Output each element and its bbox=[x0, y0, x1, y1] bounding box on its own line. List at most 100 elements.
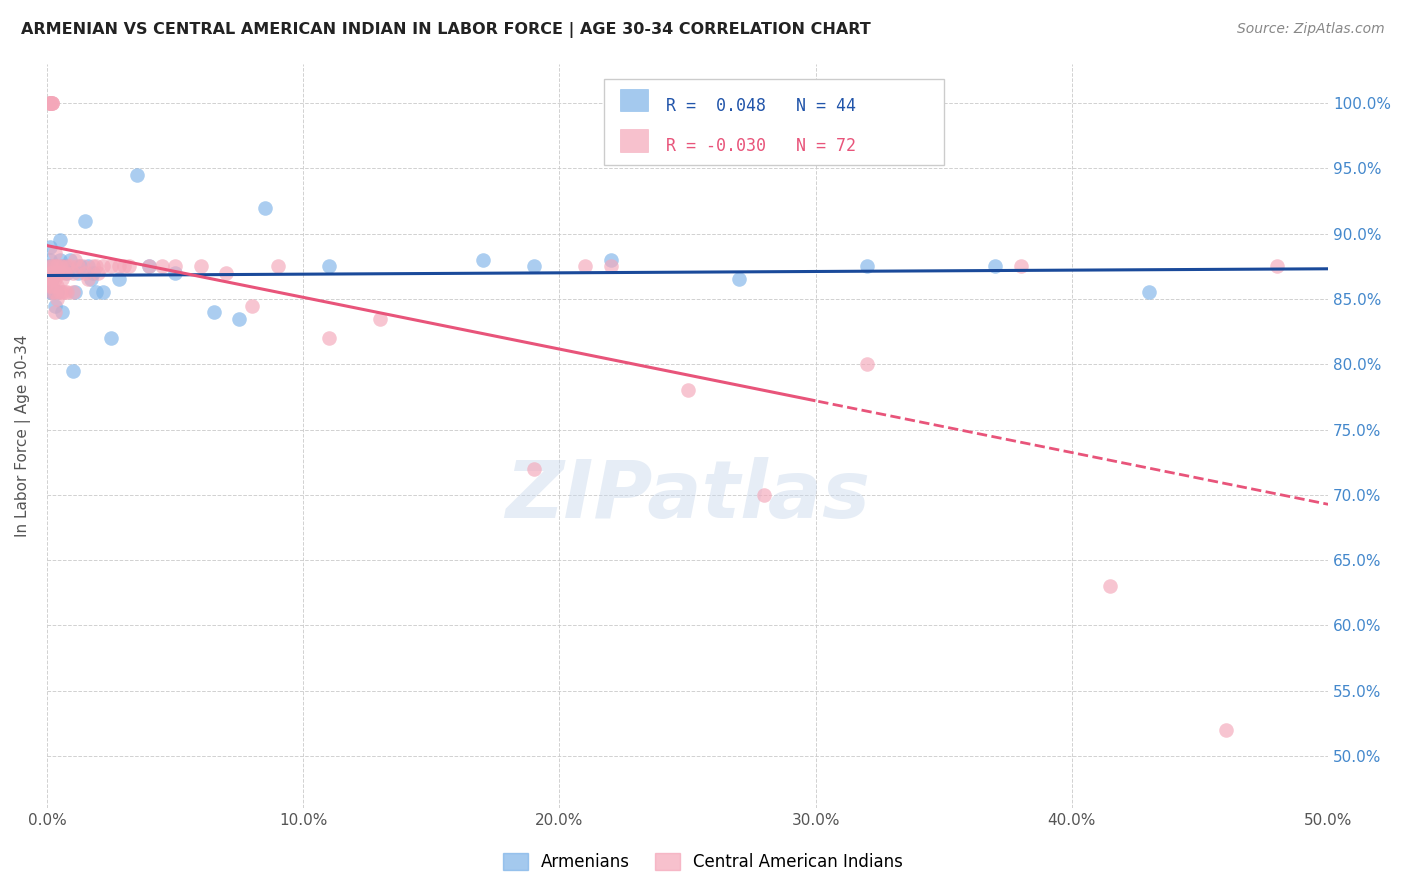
Text: ARMENIAN VS CENTRAL AMERICAN INDIAN IN LABOR FORCE | AGE 30-34 CORRELATION CHART: ARMENIAN VS CENTRAL AMERICAN INDIAN IN L… bbox=[21, 22, 870, 38]
Point bbox=[46, 266, 69, 280]
Point bbox=[318, 260, 340, 274]
Point bbox=[523, 461, 546, 475]
Point bbox=[38, 260, 60, 274]
Point bbox=[84, 260, 107, 274]
Point bbox=[118, 260, 141, 274]
Point bbox=[82, 260, 104, 274]
Point bbox=[51, 272, 73, 286]
Point bbox=[38, 272, 60, 286]
Point bbox=[41, 279, 63, 293]
Point bbox=[38, 266, 60, 280]
Point bbox=[41, 96, 63, 111]
Point bbox=[66, 260, 89, 274]
Point bbox=[1137, 285, 1160, 300]
Point bbox=[44, 266, 66, 280]
Point bbox=[72, 260, 94, 274]
Point bbox=[53, 266, 76, 280]
Point bbox=[49, 260, 72, 274]
Point bbox=[41, 266, 63, 280]
Point bbox=[44, 272, 66, 286]
Point bbox=[93, 260, 115, 274]
Point bbox=[856, 260, 879, 274]
Point bbox=[51, 260, 73, 274]
Point bbox=[53, 260, 76, 274]
Point bbox=[112, 260, 135, 274]
FancyBboxPatch shape bbox=[605, 78, 943, 164]
Point bbox=[1215, 723, 1237, 737]
Point bbox=[87, 266, 110, 280]
Point bbox=[202, 305, 225, 319]
Text: R = -0.030   N = 72: R = -0.030 N = 72 bbox=[666, 136, 856, 154]
Point bbox=[38, 285, 60, 300]
Point bbox=[1099, 579, 1122, 593]
Point bbox=[107, 272, 129, 286]
Point bbox=[53, 285, 76, 300]
Point bbox=[51, 285, 73, 300]
Point bbox=[38, 96, 60, 111]
Point bbox=[79, 272, 101, 286]
Point bbox=[56, 266, 79, 280]
Point bbox=[38, 96, 60, 111]
Point bbox=[38, 272, 60, 286]
Point bbox=[63, 252, 86, 267]
Point bbox=[82, 266, 104, 280]
FancyBboxPatch shape bbox=[620, 88, 648, 112]
Point bbox=[49, 233, 72, 247]
Point bbox=[253, 201, 276, 215]
Point bbox=[49, 285, 72, 300]
Point bbox=[574, 260, 596, 274]
Point bbox=[599, 260, 621, 274]
Point bbox=[523, 260, 546, 274]
Point bbox=[44, 305, 66, 319]
Point bbox=[59, 260, 82, 274]
Point bbox=[856, 357, 879, 371]
Point bbox=[38, 96, 60, 111]
Point bbox=[63, 285, 86, 300]
Point bbox=[56, 260, 79, 274]
Point bbox=[46, 285, 69, 300]
Text: R =  0.048   N = 44: R = 0.048 N = 44 bbox=[666, 96, 856, 114]
Point bbox=[215, 266, 238, 280]
Point bbox=[62, 364, 84, 378]
Point bbox=[228, 311, 250, 326]
Point bbox=[754, 488, 776, 502]
Point bbox=[190, 260, 212, 274]
Point bbox=[62, 266, 84, 280]
Point bbox=[51, 260, 73, 274]
Point bbox=[41, 96, 63, 111]
Point bbox=[471, 252, 494, 267]
Point bbox=[44, 299, 66, 313]
Point bbox=[38, 260, 60, 274]
Point bbox=[138, 260, 160, 274]
Point bbox=[266, 260, 288, 274]
Point bbox=[100, 260, 122, 274]
Point bbox=[1265, 260, 1288, 274]
Point bbox=[165, 260, 187, 274]
Point bbox=[44, 285, 66, 300]
Point bbox=[599, 252, 621, 267]
Point bbox=[38, 96, 60, 111]
Point bbox=[41, 272, 63, 286]
Point bbox=[150, 260, 173, 274]
Point bbox=[84, 285, 107, 300]
Point bbox=[38, 266, 60, 280]
Point bbox=[93, 285, 115, 300]
Point bbox=[41, 285, 63, 300]
Point bbox=[107, 260, 129, 274]
Point bbox=[46, 292, 69, 306]
Point bbox=[49, 266, 72, 280]
FancyBboxPatch shape bbox=[620, 128, 648, 152]
Point bbox=[38, 279, 60, 293]
Point bbox=[46, 279, 69, 293]
Point bbox=[41, 285, 63, 300]
Y-axis label: In Labor Force | Age 30-34: In Labor Force | Age 30-34 bbox=[15, 334, 31, 537]
Point bbox=[77, 260, 100, 274]
Point bbox=[44, 246, 66, 260]
Point bbox=[1010, 260, 1032, 274]
Point bbox=[368, 311, 391, 326]
Point bbox=[38, 252, 60, 267]
Point bbox=[727, 272, 749, 286]
Point bbox=[46, 260, 69, 274]
Point bbox=[318, 331, 340, 345]
Point bbox=[41, 96, 63, 111]
